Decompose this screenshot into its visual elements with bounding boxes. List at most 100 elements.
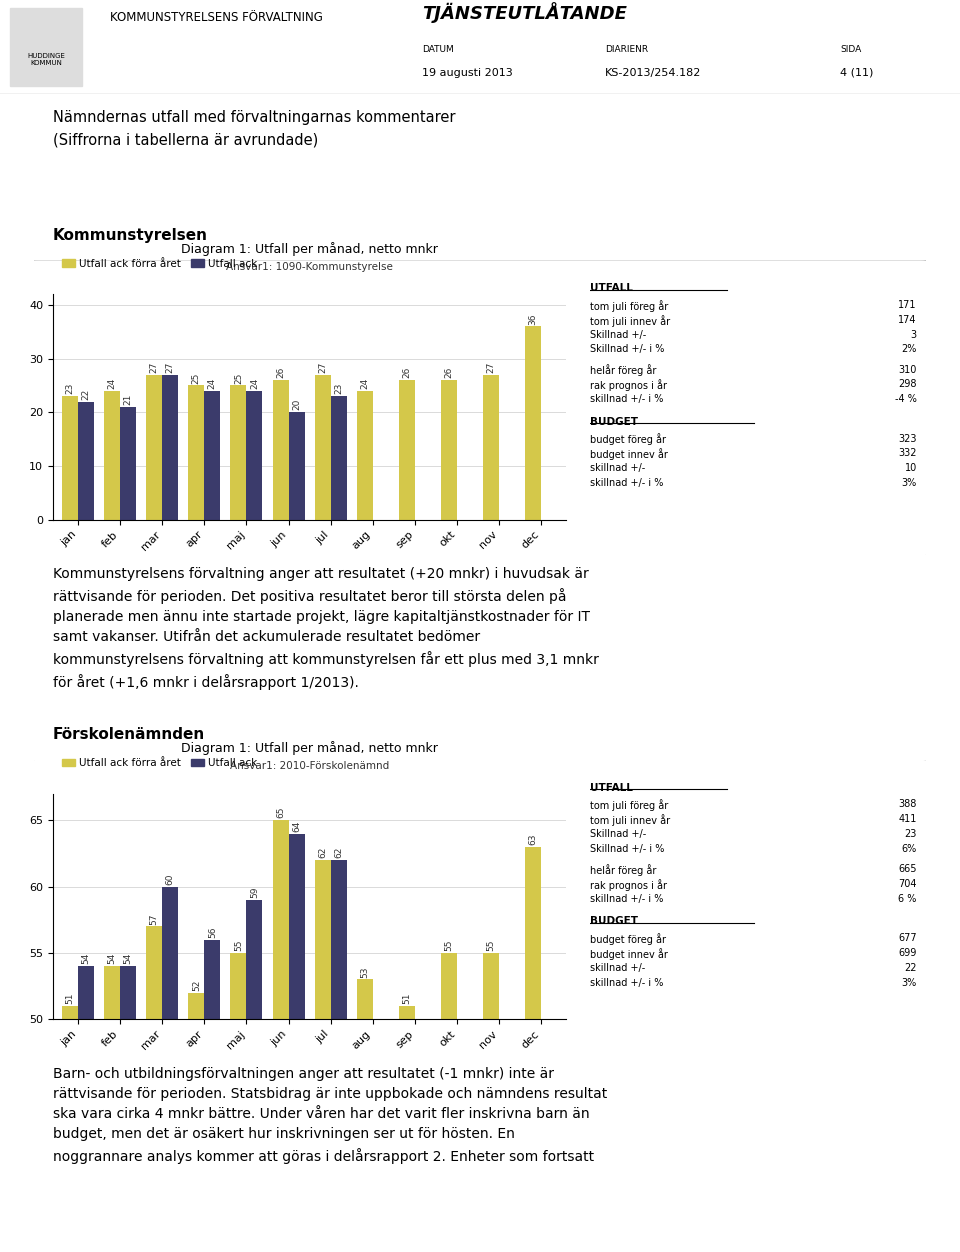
Text: helår föreg år: helår föreg år [590, 864, 657, 876]
Text: 25: 25 [234, 372, 243, 383]
Bar [273, 820, 289, 1252]
Bar [204, 939, 221, 1252]
Text: 3%: 3% [901, 478, 917, 488]
Text: 3%: 3% [901, 978, 917, 988]
Text: 36: 36 [529, 313, 538, 324]
Text: tom juli föreg år: tom juli föreg år [590, 799, 669, 811]
Text: TJÄNSTEUTLÅTANDE: TJÄNSTEUTLÅTANDE [422, 1, 627, 23]
Text: rak prognos i år: rak prognos i år [590, 379, 667, 392]
Bar [105, 967, 120, 1252]
Text: KS-2013/254.182: KS-2013/254.182 [605, 68, 701, 78]
Bar [357, 979, 372, 1252]
Text: 52: 52 [192, 979, 201, 990]
Text: tom juli föreg år: tom juli föreg år [590, 299, 669, 312]
Text: 24: 24 [208, 378, 217, 389]
Bar [204, 391, 221, 520]
Bar [188, 386, 204, 520]
Text: 298: 298 [899, 379, 917, 389]
FancyBboxPatch shape [25, 759, 933, 1055]
Text: 27: 27 [487, 362, 495, 373]
Bar [398, 1005, 415, 1252]
Bar [289, 834, 304, 1252]
Bar [273, 381, 289, 520]
Text: 62: 62 [318, 846, 327, 859]
Text: 171: 171 [899, 299, 917, 309]
Text: 27: 27 [318, 362, 327, 373]
Text: KOMMUNSTYRELSENS FÖRVALTNING: KOMMUNSTYRELSENS FÖRVALTNING [110, 11, 324, 24]
Text: 665: 665 [899, 864, 917, 874]
Text: budget innev år: budget innev år [590, 448, 668, 461]
Bar [330, 860, 347, 1252]
Text: 20: 20 [292, 399, 301, 411]
Text: 10: 10 [904, 463, 917, 473]
Text: 699: 699 [899, 948, 917, 958]
Text: 21: 21 [124, 393, 132, 406]
Text: 23: 23 [65, 383, 75, 394]
Text: UTFALL: UTFALL [590, 283, 634, 293]
Bar [120, 407, 136, 520]
Text: Skillnad +/-: Skillnad +/- [590, 829, 647, 839]
Text: DIARIENR: DIARIENR [605, 45, 648, 54]
Text: 51: 51 [402, 993, 411, 1004]
Text: Förskolenämnden: Förskolenämnden [53, 727, 205, 742]
Text: 24: 24 [360, 378, 370, 389]
Bar [62, 396, 78, 520]
Text: 310: 310 [899, 364, 917, 374]
Bar [398, 381, 415, 520]
Text: 323: 323 [899, 433, 917, 443]
Bar [315, 860, 330, 1252]
Legend: Utfall ack förra året, Utfall ack: Utfall ack förra året, Utfall ack [58, 754, 261, 772]
Bar [441, 953, 457, 1252]
Text: Ansvar1: 2010-Förskolenämnd: Ansvar1: 2010-Förskolenämnd [230, 761, 389, 771]
Bar [441, 381, 457, 520]
Text: skillnad +/- i %: skillnad +/- i % [590, 978, 663, 988]
Text: 55: 55 [444, 939, 453, 952]
Text: skillnad +/-: skillnad +/- [590, 963, 646, 973]
Text: 25: 25 [192, 372, 201, 383]
Text: 62: 62 [334, 846, 343, 859]
Bar [483, 374, 499, 520]
Text: 59: 59 [250, 886, 259, 898]
Text: Nämndernas utfall med förvaltningarnas kommentarer
(Siffrorna i tabellerna är av: Nämndernas utfall med förvaltningarnas k… [53, 110, 455, 148]
Text: budget föreg år: budget föreg år [590, 433, 666, 446]
Text: 2%: 2% [901, 344, 917, 354]
Text: skillnad +/- i %: skillnad +/- i % [590, 478, 663, 488]
Text: 26: 26 [276, 367, 285, 378]
Text: 26: 26 [402, 367, 411, 378]
Text: 23: 23 [334, 383, 343, 394]
Bar [525, 327, 541, 520]
Text: 65: 65 [276, 808, 285, 819]
Text: 57: 57 [150, 913, 158, 924]
Bar [162, 374, 179, 520]
Bar [247, 900, 262, 1252]
Bar [78, 967, 94, 1252]
Text: HUDDINGE
KOMMUN: HUDDINGE KOMMUN [27, 53, 65, 66]
Text: 24: 24 [250, 378, 259, 389]
Text: SIDA: SIDA [840, 45, 861, 54]
Text: Skillnad +/- i %: Skillnad +/- i % [590, 344, 664, 354]
Text: 27: 27 [166, 362, 175, 373]
Bar [247, 391, 262, 520]
Bar [483, 953, 499, 1252]
Text: DATUM: DATUM [422, 45, 454, 54]
Text: 51: 51 [65, 993, 75, 1004]
Text: 56: 56 [208, 926, 217, 938]
Bar [357, 391, 372, 520]
Bar [230, 953, 247, 1252]
Text: 26: 26 [444, 367, 453, 378]
Text: 64: 64 [292, 820, 301, 831]
Bar [146, 926, 162, 1252]
Text: 411: 411 [899, 814, 917, 824]
Text: budget innev år: budget innev år [590, 948, 668, 960]
Text: 27: 27 [150, 362, 158, 373]
Text: Kommunstyrelsen: Kommunstyrelsen [53, 228, 207, 243]
Text: 4 (11): 4 (11) [840, 68, 874, 78]
Text: 23: 23 [904, 829, 917, 839]
Text: Barn- och utbildningsförvaltningen anger att resultatet (-1 mnkr) inte är
rättvi: Barn- och utbildningsförvaltningen anger… [53, 1067, 607, 1164]
Bar [230, 386, 247, 520]
Bar [315, 374, 330, 520]
Bar [78, 402, 94, 520]
Text: 677: 677 [899, 933, 917, 943]
Text: budget föreg år: budget föreg år [590, 933, 666, 945]
Bar [10, 8, 82, 86]
